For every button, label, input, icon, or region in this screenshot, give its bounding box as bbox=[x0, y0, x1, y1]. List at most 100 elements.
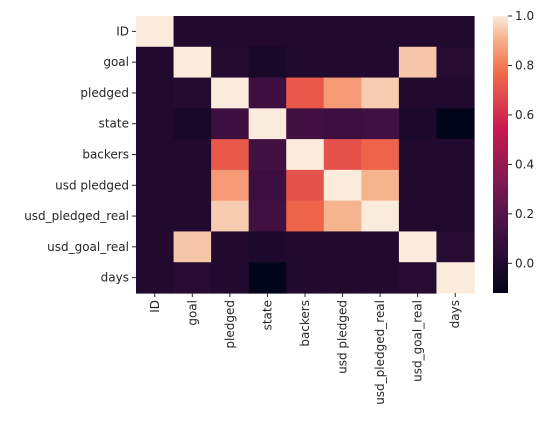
x-tick-label: usd_pledged_real bbox=[373, 300, 387, 405]
x-tick-label: backers bbox=[298, 300, 312, 347]
y-tick-label: pledged bbox=[80, 86, 129, 100]
heatmap-cell bbox=[286, 169, 325, 202]
y-axis: ID goal pledged state backers usd pledged usd_… bbox=[24, 24, 136, 285]
heatmap-cell bbox=[361, 16, 400, 48]
heatmap-cell bbox=[361, 200, 400, 233]
heatmap-cell bbox=[436, 16, 475, 48]
colorbar-tick-label: 0.6 bbox=[515, 108, 534, 122]
y-tick-label: state bbox=[99, 117, 129, 131]
x-tick-label: usd_goal_real bbox=[411, 300, 425, 382]
heatmap-cell bbox=[286, 139, 325, 171]
x-tick-label: pledged bbox=[223, 300, 237, 349]
heatmap-cell bbox=[173, 46, 212, 79]
heatmap-cell bbox=[398, 169, 438, 202]
heatmap-cell bbox=[173, 169, 212, 202]
heatmap-cell bbox=[323, 77, 362, 109]
y-tick-label: usd_goal_real bbox=[47, 240, 129, 254]
heatmap-cell bbox=[211, 262, 250, 294]
heatmap-cell bbox=[136, 169, 175, 202]
heatmap-cell bbox=[323, 139, 362, 171]
heatmap-cell bbox=[361, 139, 400, 171]
heatmap-cell bbox=[173, 108, 212, 140]
heatmap-cell bbox=[136, 262, 175, 294]
heatmap-cell bbox=[361, 231, 400, 263]
heatmap-cell bbox=[361, 77, 400, 109]
heatmap-cell bbox=[323, 46, 362, 79]
colorbar-tick-label: 0.4 bbox=[515, 157, 534, 171]
heatmap-cell bbox=[136, 139, 175, 171]
heatmap-cell bbox=[248, 262, 287, 294]
heatmap-cell bbox=[436, 169, 475, 202]
heatmap-cell bbox=[248, 77, 287, 109]
heatmap-cell bbox=[211, 139, 250, 171]
heatmap-cell bbox=[286, 46, 325, 79]
heatmap-cell bbox=[211, 108, 250, 140]
y-tick-label: backers bbox=[82, 148, 129, 162]
x-tick-label: ID bbox=[148, 300, 162, 313]
heatmap-cell bbox=[248, 139, 287, 171]
heatmap-cell bbox=[436, 200, 475, 233]
heatmap-cell bbox=[173, 16, 212, 48]
heatmap-cell bbox=[248, 46, 287, 79]
x-tick-label: state bbox=[260, 300, 274, 330]
heatmap-cell bbox=[398, 200, 438, 233]
y-tick-label: goal bbox=[103, 55, 129, 69]
heatmap-cell bbox=[398, 77, 438, 109]
heatmap-cell bbox=[398, 108, 438, 140]
colorbar-tick-label: 0.0 bbox=[515, 256, 534, 270]
heatmap-cell bbox=[436, 139, 475, 171]
heatmap-cell bbox=[436, 77, 475, 109]
heatmap-cell bbox=[398, 262, 438, 294]
heatmap-cell bbox=[136, 231, 175, 263]
heatmap-cell bbox=[361, 169, 400, 202]
heatmap-cell bbox=[211, 231, 250, 263]
heatmap-cell bbox=[136, 16, 175, 48]
heatmap-cell bbox=[136, 46, 175, 79]
y-tick-label: usd_pledged_real bbox=[24, 209, 129, 223]
heatmap-cell bbox=[323, 231, 362, 263]
heatmap-cell bbox=[211, 200, 250, 233]
heatmap-cell bbox=[173, 231, 212, 263]
colorbar-tick-label: 0.8 bbox=[515, 58, 534, 72]
heatmap-cell bbox=[361, 262, 400, 294]
heatmap-cell bbox=[398, 139, 438, 171]
heatmap-cell bbox=[248, 108, 287, 140]
y-tick-label: days bbox=[101, 271, 129, 285]
heatmap-cell bbox=[211, 169, 250, 202]
heatmap-cell bbox=[361, 108, 400, 140]
heatmap-cell bbox=[398, 231, 438, 263]
heatmap-cell bbox=[323, 16, 362, 48]
heatmap-cell bbox=[323, 200, 362, 233]
heatmap-cell bbox=[323, 108, 362, 140]
heatmap-cell bbox=[436, 46, 475, 79]
heatmap-cell bbox=[248, 200, 287, 233]
heatmap-cell bbox=[323, 169, 362, 202]
heatmap-cell bbox=[436, 108, 475, 140]
heatmap-cell bbox=[211, 77, 250, 109]
heatmap-cell bbox=[436, 262, 475, 294]
y-tick-label: ID bbox=[116, 24, 129, 38]
heatmap-cell bbox=[173, 139, 212, 171]
heatmap-cells bbox=[136, 16, 475, 294]
heatmap-cell bbox=[286, 262, 325, 294]
heatmap-cell bbox=[211, 16, 250, 48]
colorbar: 0.0 0.2 0.4 0.6 0.8 1.0 bbox=[493, 9, 534, 293]
colorbar-tick-label: 0.2 bbox=[515, 207, 534, 221]
heatmap-cell bbox=[248, 231, 287, 263]
heatmap-cell bbox=[286, 77, 325, 109]
heatmap-cell bbox=[286, 231, 325, 263]
heatmap-cell bbox=[286, 200, 325, 233]
x-tick-label: days bbox=[448, 300, 462, 328]
heatmap-cell bbox=[136, 200, 175, 233]
x-tick-label: goal bbox=[185, 300, 199, 326]
heatmap-cell bbox=[286, 16, 325, 48]
heatmap-cell bbox=[436, 231, 475, 263]
heatmap-cell bbox=[248, 169, 287, 202]
heatmap-cell bbox=[248, 16, 287, 48]
heatmap-cell bbox=[173, 200, 212, 233]
heatmap-cell bbox=[398, 46, 438, 79]
heatmap-cell bbox=[361, 46, 400, 79]
heatmap-cell bbox=[398, 16, 438, 48]
y-tick-label: usd pledged bbox=[55, 178, 129, 192]
